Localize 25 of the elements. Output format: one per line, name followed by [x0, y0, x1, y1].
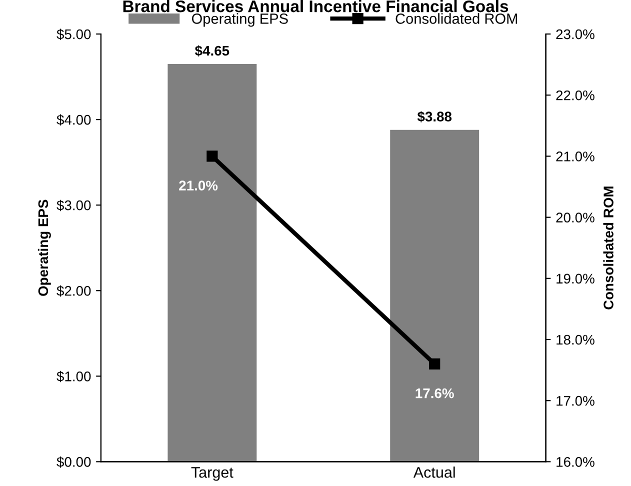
y2-axis-title: Consolidated ROM — [603, 186, 614, 310]
y-tick-label: $1.00 — [56, 370, 91, 382]
data-label: $4.65 — [194, 45, 230, 57]
data-label: 17.6% — [416, 388, 454, 398]
y2-tick-label: 23.0% — [556, 29, 594, 40]
y2-tick-label: 21.0% — [556, 152, 594, 162]
chart-title: Brand Services Annual Incentive Financial Goals — [123, 0, 508, 12]
y-tick-label: $5.00 — [56, 28, 91, 40]
y2-tick-label: 16.0% — [556, 457, 594, 467]
y-tick-label: $3.00 — [56, 200, 91, 212]
y2-tick-label: 17.0% — [556, 396, 594, 406]
y-axis-title: Operating EPS — [38, 200, 51, 296]
x-tick-label: Target — [191, 467, 234, 481]
y2-tick-label: 19.0% — [556, 274, 594, 284]
legend-label: Consolidated ROM — [396, 13, 518, 24]
y2-tick-label: 20.0% — [556, 212, 594, 222]
y2-tick-label: 18.0% — [556, 334, 594, 345]
y-tick-label: $2.00 — [56, 285, 91, 297]
data-label: 21.0% — [179, 180, 218, 190]
x-tick-label: Actual — [413, 466, 455, 478]
y-tick-label: $0.00 — [56, 456, 91, 468]
y2-tick-label: 22.0% — [556, 90, 594, 100]
legend-label: Operating EPS — [192, 13, 288, 27]
data-label: $3.88 — [417, 111, 452, 122]
y-tick-label: $4.00 — [56, 114, 91, 126]
